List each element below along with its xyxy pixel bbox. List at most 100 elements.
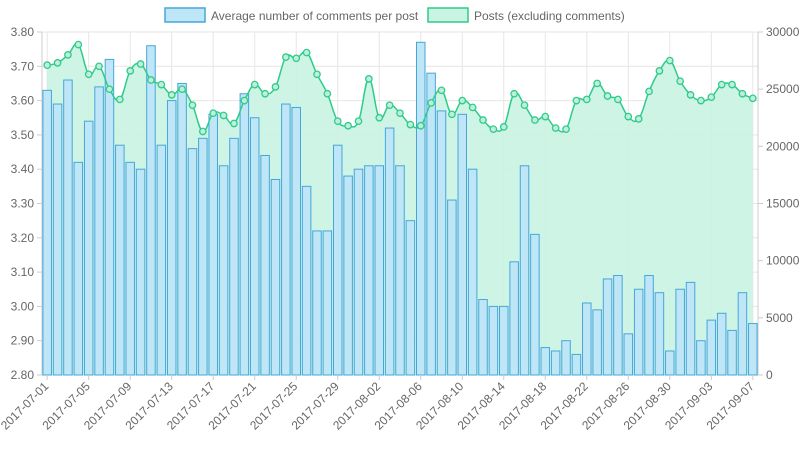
y-left-tick-label: 3.10 <box>11 265 35 279</box>
y-left-tick-label: 3.50 <box>11 128 35 142</box>
bar-comments <box>177 82 187 376</box>
bar-comments <box>467 168 478 376</box>
bar-comments <box>426 72 436 376</box>
point-posts <box>748 94 757 103</box>
bar-comments <box>488 305 499 376</box>
y-left-tick-label: 2.80 <box>11 368 35 382</box>
point-posts <box>479 116 487 124</box>
point-posts <box>634 115 643 123</box>
point-posts <box>551 124 560 132</box>
bar-comments <box>415 41 426 376</box>
point-posts <box>416 121 425 130</box>
point-posts <box>603 92 612 100</box>
legend-swatch-comments <box>164 7 206 23</box>
y-right-tick-label: 30000 <box>766 25 800 39</box>
point-posts <box>717 80 726 89</box>
bars <box>42 41 758 376</box>
bar-comments <box>550 350 561 376</box>
point-posts <box>302 48 311 57</box>
y-axis-left: 2.80 2.90 3.00 3.10 3.20 3.30 3.40 3.50 3.60 3.70… <box>11 25 42 382</box>
point-posts <box>43 61 52 70</box>
y-left-tick-label: 3.80 <box>11 25 35 39</box>
point-posts <box>157 80 166 89</box>
bar-comments <box>374 165 385 376</box>
bar-comments <box>509 261 519 376</box>
point-posts <box>126 67 135 75</box>
y-right-tick-label: 10000 <box>766 254 800 268</box>
bar-comments <box>343 175 353 376</box>
bar-comments <box>644 275 654 376</box>
bar-comments <box>260 154 270 376</box>
bar-comments <box>633 288 644 376</box>
y-left-tick-label: 3.20 <box>11 231 35 245</box>
bar-comments <box>675 288 685 376</box>
bar-comments <box>384 127 395 376</box>
bar-comments <box>353 168 364 376</box>
bar-comments <box>156 144 167 376</box>
bar-comments <box>561 340 571 376</box>
point-posts <box>437 86 446 95</box>
bar-comments <box>447 199 457 376</box>
point-posts <box>209 109 218 118</box>
point-posts <box>738 89 747 98</box>
point-posts <box>645 87 653 96</box>
legend-swatch-posts <box>427 7 469 23</box>
bar-comments <box>457 113 468 376</box>
point-posts <box>198 127 207 136</box>
bar-comments <box>52 103 63 376</box>
point-posts <box>510 89 518 98</box>
bar-comments <box>436 110 447 376</box>
y-left-tick-label: 3.60 <box>11 94 35 108</box>
bar-comments <box>63 79 73 376</box>
bar-comments <box>665 350 675 376</box>
point-posts <box>323 89 332 98</box>
point-posts <box>593 79 602 88</box>
bar-comments <box>654 292 665 376</box>
bar-comments <box>301 185 312 376</box>
point-posts <box>365 75 373 83</box>
point-posts <box>572 96 581 105</box>
point-posts <box>282 53 290 62</box>
bar-comments <box>748 323 758 376</box>
point-posts <box>468 103 477 112</box>
legend-item-posts[interactable]: Posts (excluding comments) <box>427 7 625 23</box>
bar-comments <box>519 165 530 376</box>
point-posts <box>344 121 352 130</box>
point-posts <box>84 70 93 79</box>
bar-comments <box>613 275 623 376</box>
legend-item-comments[interactable]: Average number of comments per post <box>164 7 419 23</box>
bar-comments <box>737 292 748 376</box>
point-posts <box>188 101 197 110</box>
point-posts <box>499 123 508 131</box>
point-posts <box>728 80 736 89</box>
bar-comments <box>540 347 551 376</box>
point-posts <box>697 96 705 105</box>
point-posts <box>261 89 269 98</box>
point-posts <box>178 85 186 94</box>
bar-comments <box>312 230 322 376</box>
point-posts <box>292 54 301 63</box>
posts-points <box>43 40 757 136</box>
point-posts <box>95 62 103 71</box>
point-posts <box>240 96 249 105</box>
x-axis: 2017-07-012017-07-052017-07-092017-07-13… <box>0 375 757 433</box>
point-posts <box>624 112 633 121</box>
bar-comments <box>125 161 135 376</box>
legend: Average number of comments per post Post… <box>164 7 625 23</box>
bar-comments <box>530 233 540 376</box>
bar-comments <box>685 281 696 376</box>
bar-comments <box>281 103 291 376</box>
point-posts <box>385 101 394 110</box>
bar-comments <box>115 144 125 376</box>
bar-comments <box>592 309 602 376</box>
y-left-tick-label: 2.90 <box>11 334 35 348</box>
point-posts <box>64 51 72 59</box>
y-axis-right: 0 5000 10000 15000 20000 25000 30000 <box>758 25 800 382</box>
bar-comments <box>602 278 613 376</box>
bar-comments <box>166 100 177 376</box>
bar-comments <box>499 305 509 376</box>
bar-comments <box>582 302 592 376</box>
bar-comments <box>291 106 301 376</box>
legend-label-posts: Posts (excluding comments) <box>474 9 625 23</box>
point-posts <box>448 110 456 119</box>
